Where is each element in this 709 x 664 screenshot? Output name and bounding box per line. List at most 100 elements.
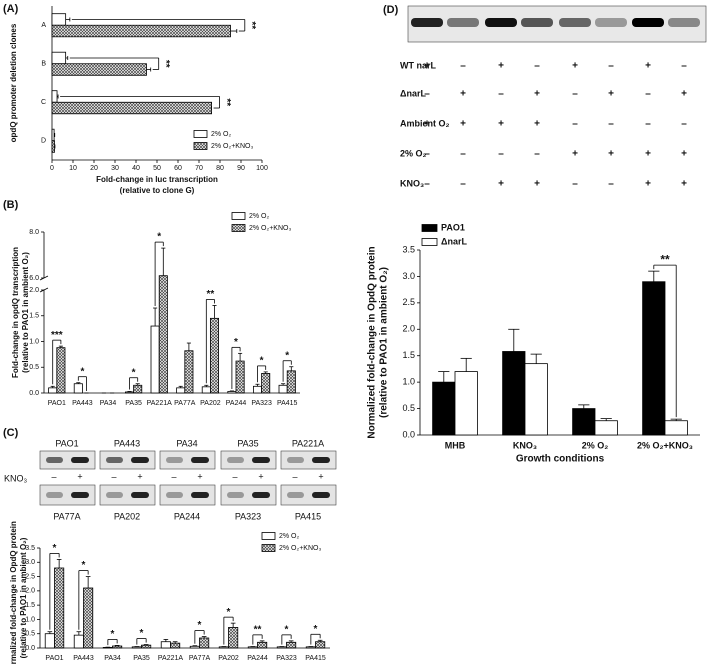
blot-band <box>521 18 553 27</box>
bar <box>83 587 94 649</box>
bar <box>594 420 618 436</box>
y-tick-label: 1.5 <box>402 350 415 360</box>
condition-sign: – <box>534 61 540 72</box>
significance-label: * <box>198 620 202 631</box>
blot-band <box>312 492 330 498</box>
legend-swatch <box>193 130 208 138</box>
x-axis-title: Growth conditions <box>516 454 605 465</box>
y-axis-title: Normalized fold-change in OpdQ protein <box>9 521 18 664</box>
y-axis-title: Fold-change in opdQ transcription <box>11 247 20 378</box>
y-tick-label: 0.0 <box>25 645 35 652</box>
x-tick-label: 30 <box>111 165 119 172</box>
legend-label: ΔnarL <box>441 236 467 246</box>
condition-sign: + <box>534 89 540 100</box>
significance-label: ** <box>246 21 257 29</box>
bar <box>278 384 288 394</box>
bar <box>572 408 596 436</box>
y-tick-label: 2.0 <box>29 287 39 294</box>
x-axis-title: (relative to clone G) <box>120 186 195 195</box>
bar <box>253 385 263 394</box>
bar <box>276 646 287 649</box>
condition-sign: – <box>645 119 651 130</box>
x-tick-label: PA202 <box>218 655 239 662</box>
x-tick-label: 60 <box>174 165 182 172</box>
blot-band <box>252 492 270 498</box>
blot-label: PAO1 <box>55 438 78 448</box>
significance-label: ** <box>254 624 262 635</box>
significance-label: * <box>140 628 144 639</box>
condition-sign: – <box>111 471 116 481</box>
blot-label: PA34 <box>176 438 197 448</box>
bar <box>502 351 526 436</box>
condition-sign: + <box>197 471 202 481</box>
x-tick-label: PA34 <box>104 655 121 662</box>
condition-sign: + <box>645 61 651 72</box>
blot-label: PA77A <box>53 511 80 521</box>
bar <box>189 645 200 649</box>
legend-swatch <box>261 544 276 552</box>
blot-label: PA443 <box>114 438 140 448</box>
blot-band <box>485 18 517 27</box>
legend-label: 2% O₂ <box>211 131 232 138</box>
bar <box>235 360 245 394</box>
bar <box>51 128 55 142</box>
blot <box>99 450 156 470</box>
x-tick-label: PA34 <box>100 400 117 407</box>
bar <box>160 641 171 649</box>
bar <box>125 391 134 394</box>
bar <box>73 383 83 394</box>
blot-band <box>71 492 89 498</box>
bar <box>48 387 58 394</box>
blot <box>39 484 96 506</box>
condition-sign: – <box>424 149 430 160</box>
condition-sign: + <box>460 119 466 130</box>
bar <box>432 381 456 436</box>
significance-label: * <box>157 232 161 243</box>
x-tick-label: 20 <box>90 165 98 172</box>
significance-label: * <box>53 543 57 554</box>
bar <box>176 387 186 394</box>
y-tick-label: 1.0 <box>402 377 415 387</box>
condition-sign: + <box>608 89 614 100</box>
bar <box>112 645 123 649</box>
condition-sign: + <box>424 61 430 72</box>
y-tick-label: 3.5 <box>25 545 35 552</box>
x-tick-label: 10 <box>69 165 77 172</box>
condition-sign: + <box>137 471 142 481</box>
blot-band <box>46 492 63 498</box>
condition-sign: – <box>608 179 614 190</box>
x-tick-label: PA443 <box>73 655 94 662</box>
blot-band <box>106 492 123 498</box>
bar <box>286 370 296 394</box>
x-tick-label: 50 <box>153 165 161 172</box>
bar <box>51 51 67 65</box>
y-axis-title: opdQ promoter deletion clones <box>9 23 18 142</box>
condition-sign: + <box>681 89 687 100</box>
bar <box>51 140 55 153</box>
condition-sign: + <box>608 149 614 160</box>
condition-sign: + <box>318 471 323 481</box>
condition-sign: + <box>258 471 263 481</box>
condition-sign: – <box>608 61 614 72</box>
condition-label: 2% O₂ <box>400 148 427 158</box>
blot-band <box>227 492 244 498</box>
condition-sign: – <box>645 89 651 100</box>
blot-band <box>166 457 183 463</box>
x-tick-label: PA323 <box>276 655 297 662</box>
y-tick-label: 3.5 <box>402 244 415 254</box>
blot-label: PA415 <box>295 511 321 521</box>
bar <box>141 644 152 649</box>
significance-label: * <box>132 367 136 378</box>
x-tick-label: PA244 <box>247 655 268 662</box>
significance-label: ** <box>160 60 171 68</box>
blot <box>220 450 277 470</box>
bar <box>170 642 181 649</box>
y-tick-label: 1.0 <box>29 338 39 345</box>
bar <box>73 634 84 649</box>
condition-sign: – <box>424 179 430 190</box>
blot-band <box>166 492 183 498</box>
bar <box>51 24 231 38</box>
blot-band <box>131 457 149 463</box>
x-tick-label: KNO₃ <box>513 440 537 450</box>
